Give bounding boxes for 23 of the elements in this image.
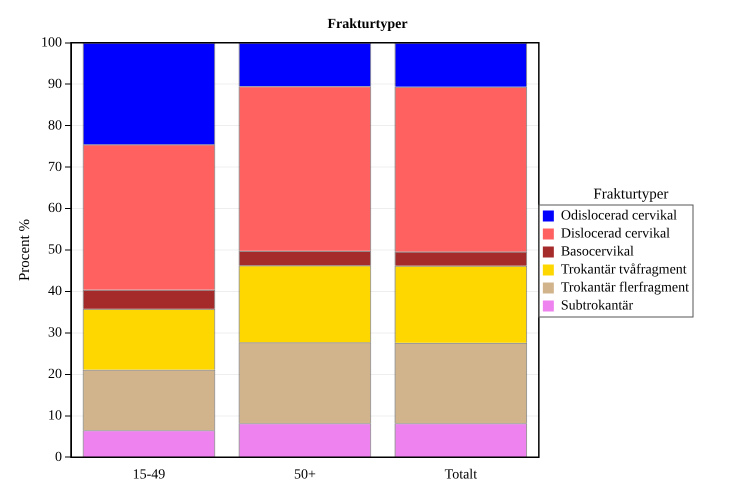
legend-title: Frakturtyper (593, 186, 668, 202)
y-tick-label: 30 (48, 326, 62, 341)
y-tick-label: 60 (48, 201, 62, 216)
y-tick-label: 40 (48, 284, 62, 300)
legend-label: Odislocerad cervikal (560, 208, 678, 224)
y-tick-label: 90 (48, 76, 62, 92)
y-tick-label: 10 (48, 408, 62, 424)
y-tick-label: 20 (48, 366, 62, 382)
legend-label: Basocervikal (560, 244, 634, 260)
y-tick-label: 100 (41, 35, 62, 50)
legend-label: Trokantär flerfragment (560, 280, 690, 296)
legend-label: Dislocerad cervikal (560, 226, 670, 242)
y-axis-title: Procent % (16, 218, 33, 282)
y-tick-label: 70 (48, 160, 62, 175)
x-tick-label: Totalt (444, 467, 478, 482)
y-tick-label: 0 (55, 450, 62, 465)
chart-title: Frakturtyper (327, 17, 408, 32)
legend-label: Trokantär tvåfragment (560, 262, 687, 278)
y-tick-label: 50 (48, 242, 62, 258)
y-tick-label: 80 (48, 118, 62, 134)
x-tick-label: 50+ (294, 467, 316, 482)
legend-label: Subtrokantär (560, 298, 634, 314)
x-tick-label: 15-49 (132, 467, 166, 482)
